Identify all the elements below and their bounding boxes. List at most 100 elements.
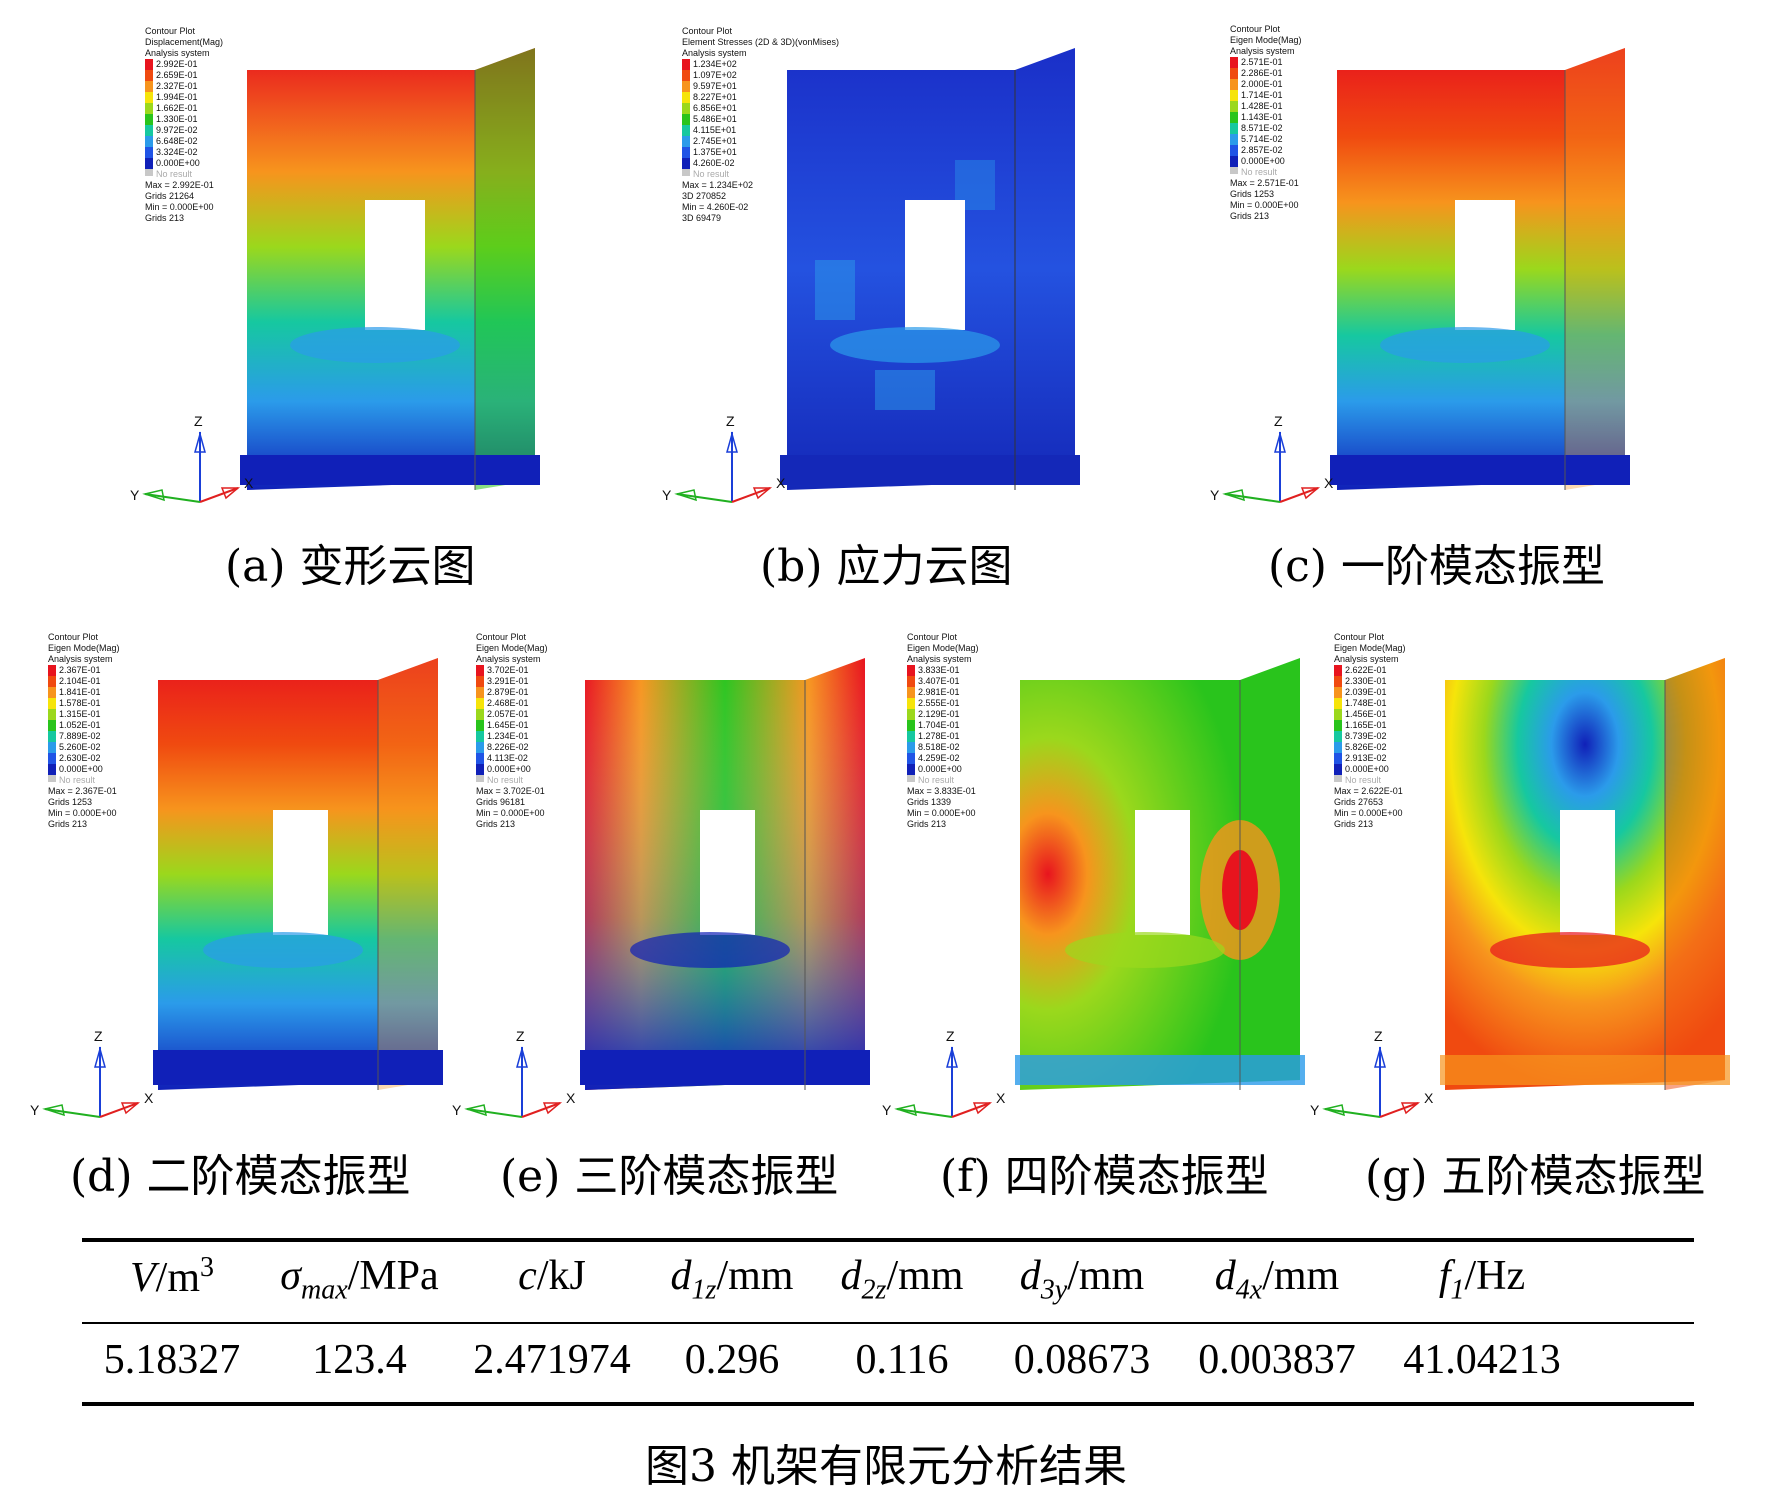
header-unit: /mm <box>716 1253 794 1299</box>
z-axis-arrow <box>516 1046 528 1068</box>
legend-value: 5.714E-02 <box>1241 134 1283 144</box>
y-axis-label: Y <box>882 1102 892 1118</box>
z-axis-arrow <box>946 1046 958 1068</box>
legend-swatch <box>682 158 690 169</box>
frame-render-a <box>240 48 540 490</box>
legend-value: No result <box>156 169 193 179</box>
header-symbol: σ <box>280 1253 302 1299</box>
legend-title-line: Contour Plot <box>1334 632 1385 642</box>
legend-no-result: No result <box>48 775 120 786</box>
caption-e: (e) 三阶模态振型 <box>500 1151 839 1202</box>
legend-value: 8.518E-02 <box>918 742 960 752</box>
legend-value: 2.039E-01 <box>1345 687 1387 697</box>
legend-entry: 2.104E-01 <box>48 676 120 687</box>
legend-entry: 4.259E-02 <box>907 753 979 764</box>
y-axis-line <box>676 493 733 503</box>
legend-value: 1.097E+02 <box>693 70 737 80</box>
legend-entry: 3.833E-01 <box>907 665 979 676</box>
z-axis-arrow <box>94 1046 106 1068</box>
legend-swatch <box>1334 720 1342 731</box>
legend-entry: 1.330E-01 <box>145 114 223 125</box>
legend-title-line: Eigen Mode(Mag) <box>1334 643 1406 653</box>
legend-swatch <box>682 70 690 81</box>
legend-entry: 8.739E-02 <box>1334 731 1406 742</box>
legend-swatch <box>1334 698 1342 709</box>
legend-d: Contour Plot Eigen Mode(Mag) Analysis syst… <box>48 632 120 830</box>
table-top-rule <box>82 1238 1694 1242</box>
header-unit: /mm <box>1262 1253 1340 1299</box>
legend-swatch <box>48 731 56 742</box>
legend-swatch <box>476 698 484 709</box>
caption-b: (b) 应力云图 <box>760 541 1013 592</box>
frame-render-c <box>1330 48 1630 490</box>
z-axis-label: Z <box>1274 413 1283 429</box>
z-axis-label: Z <box>1374 1028 1383 1044</box>
legend-swatch <box>1230 156 1238 167</box>
header-superscript: 3 <box>200 1252 214 1283</box>
table-value-cell: 41.04213 <box>1403 1337 1561 1383</box>
x-axis-label: X <box>996 1090 1006 1106</box>
legend-value: 9.972E-02 <box>156 125 198 135</box>
legend-footer-line: Min = 0.000E+00 <box>476 808 545 818</box>
legend-value: 1.748E-01 <box>1345 698 1387 708</box>
legend-value: 0.000E+00 <box>156 158 200 168</box>
x-axis-label: X <box>566 1090 576 1106</box>
x-axis-label: X <box>1324 475 1334 491</box>
legend-swatch <box>907 665 915 676</box>
legend-swatch <box>1230 68 1238 79</box>
legend-entry: 0.000E+00 <box>907 764 979 775</box>
legend-entry: 3.324E-02 <box>145 147 223 158</box>
legend-entry: 2.571E-01 <box>1230 57 1302 68</box>
x-axis-line <box>199 487 239 503</box>
legend-entry: 3.407E-01 <box>907 676 979 687</box>
y-axis-arrow <box>894 1104 917 1117</box>
legend-title-line: Contour Plot <box>48 632 99 642</box>
legend-entry: 1.143E-01 <box>1230 112 1302 123</box>
legend-value: 1.165E-01 <box>1345 720 1387 730</box>
legend-entry: 1.578E-01 <box>48 698 120 709</box>
legend-swatch <box>1334 709 1342 720</box>
table-bottom-rule <box>82 1402 1694 1406</box>
legend-swatch <box>48 676 56 687</box>
legend-entry: 2.622E-01 <box>1334 665 1406 676</box>
legend-value: 2.981E-01 <box>918 687 960 697</box>
legend-value: 5.486E+01 <box>693 114 737 124</box>
legend-entry: 5.826E-02 <box>1334 742 1406 753</box>
legend-swatch <box>682 125 690 136</box>
legend-entry: 2.330E-01 <box>1334 676 1406 687</box>
legend-value: No result <box>1345 775 1382 785</box>
table-header-cell: σmax/MPa <box>262 1252 457 1306</box>
header-unit: /mm <box>1067 1253 1145 1299</box>
table-value-cell: 0.08673 <box>1013 1337 1151 1383</box>
legend-swatch <box>48 720 56 731</box>
x-axis-line <box>99 1102 139 1118</box>
legend-entry: 1.662E-01 <box>145 103 223 114</box>
legend-value: 2.057E-01 <box>487 709 529 719</box>
legend-entry: 6.648E-02 <box>145 136 223 147</box>
legend-swatch <box>907 775 915 782</box>
legend-footer-line: Grids 213 <box>476 819 516 829</box>
legend-entry: 7.889E-02 <box>48 731 120 742</box>
legend-value: 3.407E-01 <box>918 676 960 686</box>
z-axis-label: Z <box>516 1028 525 1044</box>
legend-entry: 2.659E-01 <box>145 70 223 81</box>
legend-footer-line: Grids 27653 <box>1334 797 1384 807</box>
legend-entry: 2.992E-01 <box>145 59 223 70</box>
legend-swatch <box>682 81 690 92</box>
legend-swatch <box>145 169 153 176</box>
x-axis-line <box>951 1102 991 1118</box>
legend-swatch <box>1230 90 1238 101</box>
legend-value: 1.645E-01 <box>487 720 529 730</box>
legend-no-result: No result <box>476 775 548 786</box>
legend-entry: 3.291E-01 <box>476 676 548 687</box>
frame-render-e <box>580 658 870 1090</box>
x-axis-arrow <box>1300 487 1321 500</box>
y-axis-arrow <box>142 489 165 502</box>
legend-swatch <box>48 775 56 782</box>
legend-value: No result <box>487 775 524 785</box>
legend-value: 2.129E-01 <box>918 709 960 719</box>
legend-title-line: Analysis system <box>476 654 541 664</box>
y-axis-label: Y <box>30 1102 40 1118</box>
legend-footer-line: Grids 1253 <box>48 797 93 807</box>
legend-swatch <box>1334 764 1342 775</box>
